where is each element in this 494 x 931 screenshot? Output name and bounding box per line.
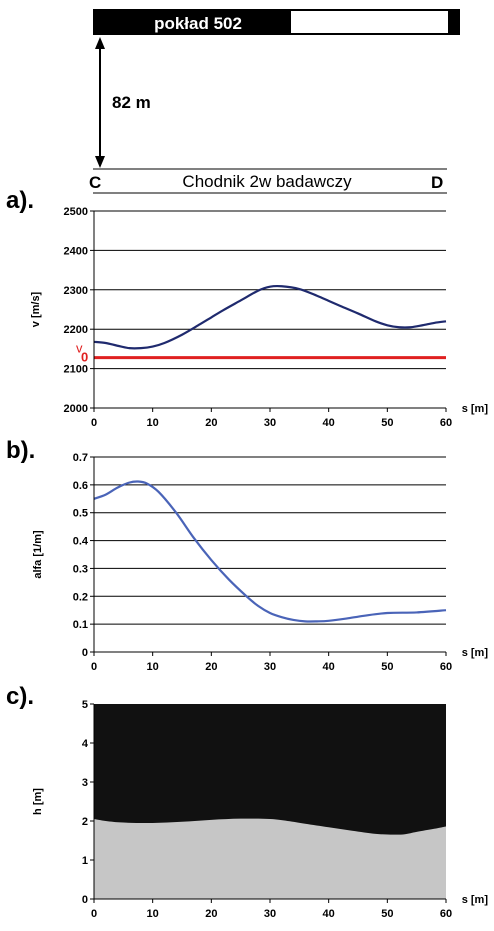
area-series [94,818,446,899]
x-tick-label: 40 [323,417,335,429]
x-tick-label: 60 [440,908,452,920]
panel-label: a). [6,187,34,214]
x-tick-label: 0 [91,661,97,673]
y-axis-label: v [m/s] [30,291,42,327]
x-tick-label: 60 [440,417,452,429]
line-series [93,284,447,350]
x-tick-label: 10 [147,661,159,673]
x-tick-label: 0 [91,908,97,920]
x-tick-label: 30 [264,908,276,920]
gallery-label: Chodnik 2w badawczy [182,172,352,191]
y-tick-label: 5 [82,699,88,711]
y-tick-label: 4 [82,738,89,750]
x-tick-label: 10 [147,908,159,920]
y-tick-label: 3 [82,777,88,789]
y-tick-label: 0.2 [73,591,88,603]
y-tick-label: 2000 [64,403,88,415]
x-tick-label: 30 [264,417,276,429]
seam-label: pokład 502 [154,14,242,33]
x-tick-label: 60 [440,661,452,673]
distance-label: 82 m [112,93,151,112]
seam-bar: pokład 502 [93,9,460,35]
y-axis-label: h [m] [32,788,44,815]
x-axis-label: s [m] [462,894,489,906]
x-tick-label: 20 [205,417,217,429]
y-axis-label: alfa [1/m] [32,530,44,579]
y-tick-label: 0.1 [73,619,88,631]
point-c-label: C [89,173,101,192]
x-tick-label: 30 [264,661,276,673]
annotation-subscript: 0 [81,350,88,365]
x-axis-label: s [m] [462,647,489,659]
y-tick-label: 2400 [64,245,88,257]
y-tick-label: 0.3 [73,563,88,575]
x-tick-label: 50 [381,417,393,429]
panel-b: b). 0 0.1 0.2 0.3 0.4 0.5 0.6 0.7 0 10 20 30 40 50 60 al… [6,437,488,673]
x-tick-label: 10 [147,417,159,429]
y-tick-label: 0 [82,647,88,659]
y-tick-label: 2100 [64,364,88,376]
y-tick-label: 0.5 [73,508,88,520]
y-tick-label: 0.4 [73,536,89,548]
gallery [93,168,447,194]
y-tick-label: 1 [82,855,88,867]
x-tick-label: 40 [323,661,335,673]
y-tick-label: 0.6 [73,480,88,492]
panel-label: c). [6,683,34,710]
panel-label: b). [6,437,35,464]
x-tick-label: 20 [205,661,217,673]
x-tick-label: 0 [91,417,97,429]
annotation-text: v [76,341,83,356]
y-tick-label: 2200 [64,324,88,336]
point-d-label: D [431,173,443,192]
x-axis-label: s [m] [462,403,489,415]
line-series [93,480,447,623]
x-tick-label: 50 [381,908,393,920]
x-tick-label: 40 [323,908,335,920]
y-tick-label: 2300 [64,285,88,297]
distance-arrow [95,37,105,168]
x-tick-label: 20 [205,908,217,920]
x-tick-label: 50 [381,661,393,673]
y-tick-label: 0 [82,894,88,906]
y-tick-label: 2500 [64,206,88,218]
y-tick-label: 2 [82,816,88,828]
y-tick-label: 0.7 [73,452,88,464]
